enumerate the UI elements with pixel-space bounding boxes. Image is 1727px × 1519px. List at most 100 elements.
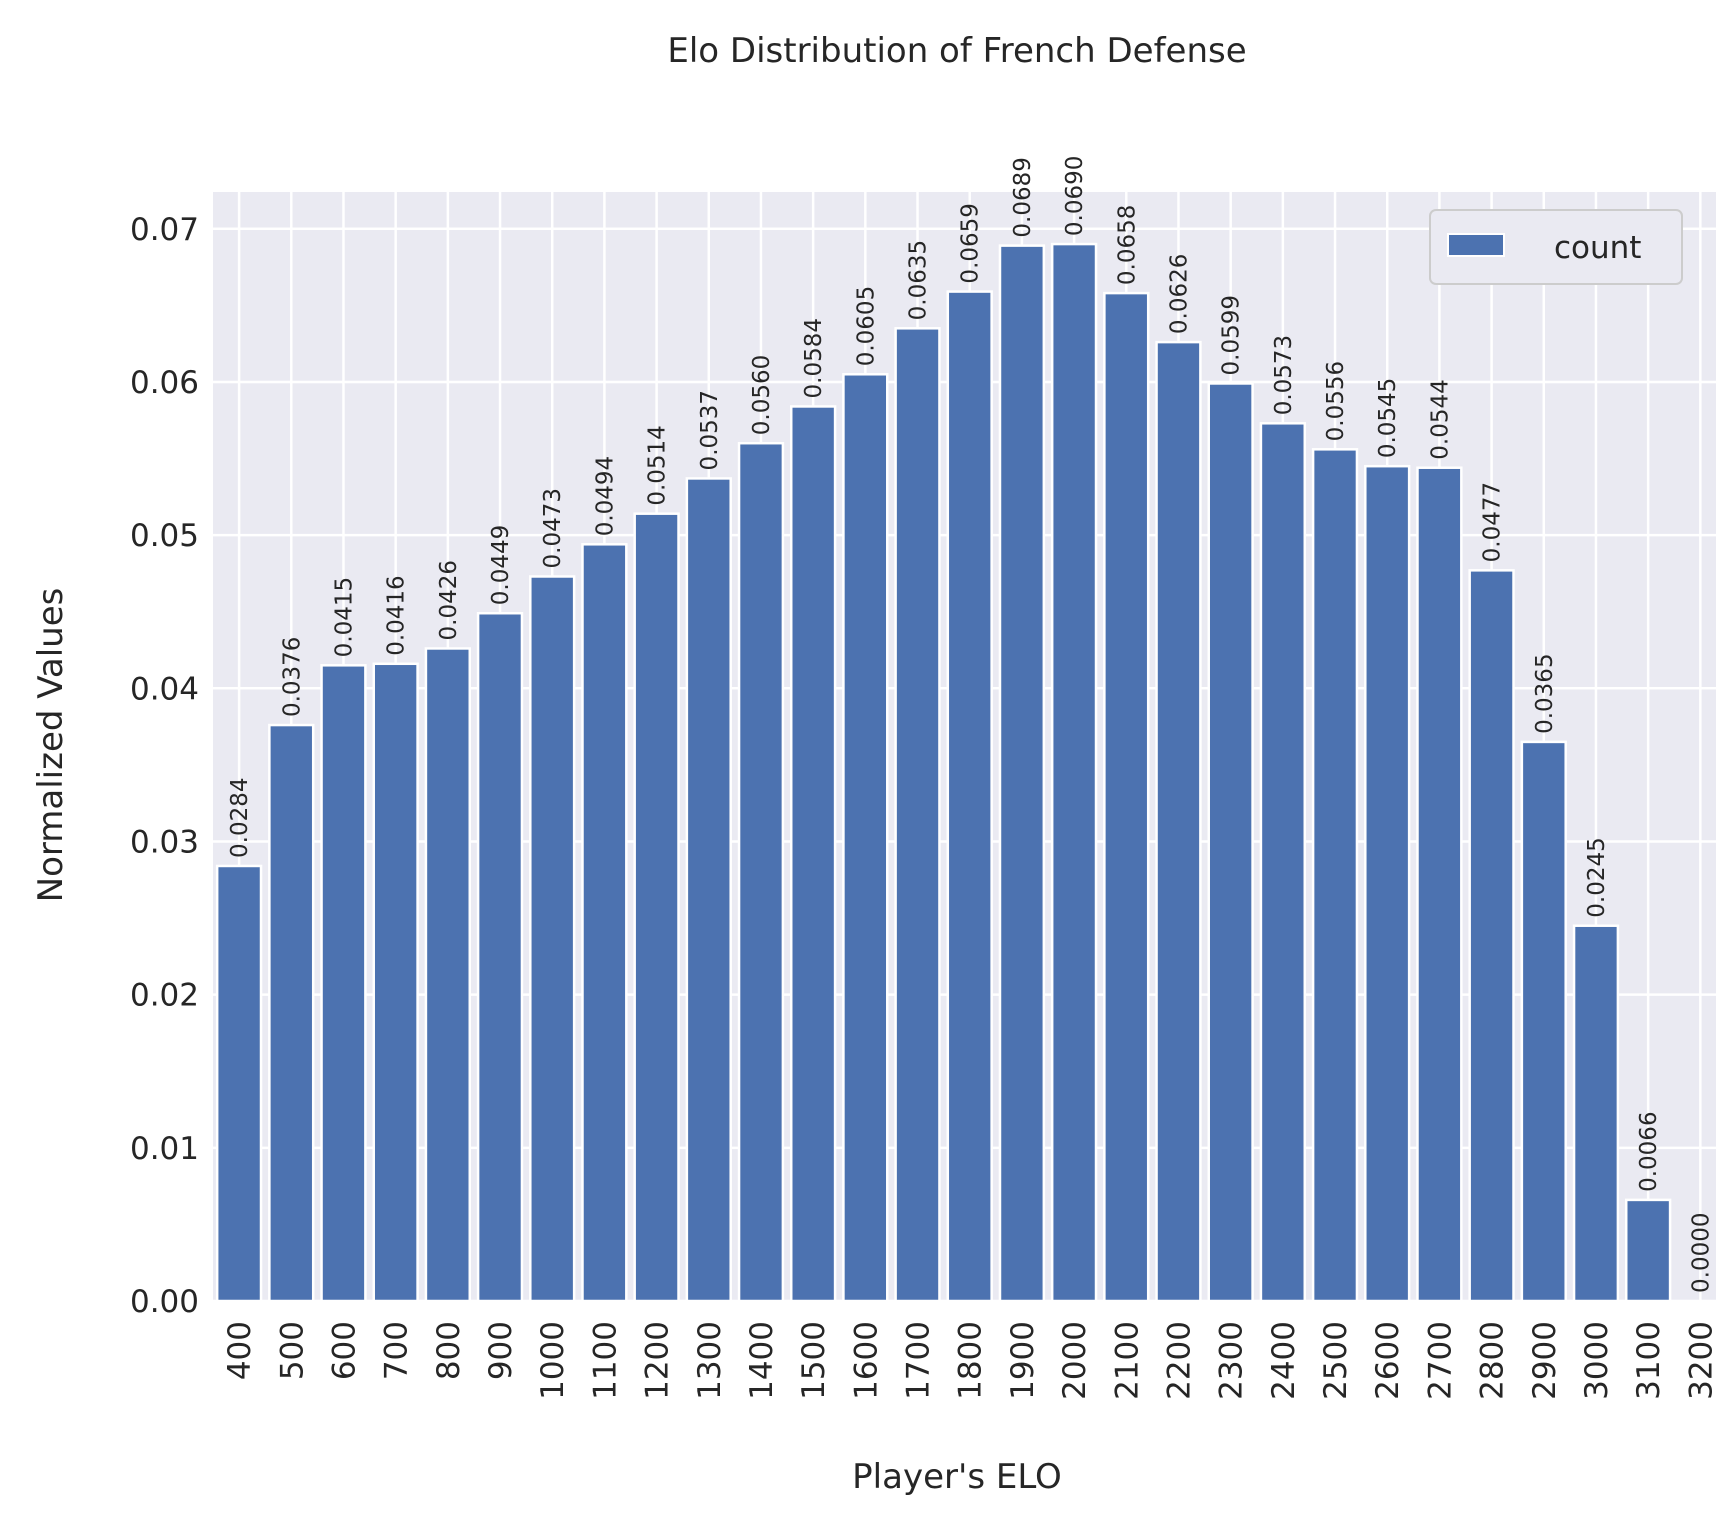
data-label: 0.0626 — [1166, 254, 1192, 334]
x-tick-label: 2700 — [1422, 1321, 1458, 1400]
bar — [946, 290, 993, 1303]
data-label: 0.0245 — [1584, 837, 1610, 917]
data-label: 0.0477 — [1480, 482, 1506, 562]
x-tick-label: 500 — [274, 1321, 310, 1380]
x-tick-label: 2500 — [1318, 1321, 1354, 1400]
bar — [789, 405, 837, 1303]
data-label: 0.0690 — [1062, 156, 1088, 236]
data-label: 0.0659 — [958, 203, 984, 283]
x-axis-label: Player's ELO — [852, 1457, 1062, 1497]
legend-label: count — [1554, 230, 1641, 266]
bar — [998, 244, 1046, 1303]
bar — [1207, 382, 1254, 1303]
x-tick-label: 3000 — [1579, 1321, 1615, 1400]
data-label: 0.0605 — [853, 286, 879, 366]
data-label: 0.0658 — [1114, 205, 1140, 285]
chart-title: Elo Distribution of French Defense — [667, 31, 1246, 71]
x-tick-label: 2800 — [1475, 1321, 1511, 1400]
bar — [1259, 422, 1307, 1303]
bar — [1050, 242, 1098, 1303]
x-tick-label: 2300 — [1214, 1321, 1250, 1400]
bar — [1624, 1198, 1672, 1303]
bar — [1364, 464, 1411, 1303]
data-label: 0.0416 — [384, 575, 410, 655]
bar — [685, 477, 732, 1303]
data-label: 0.0365 — [1532, 653, 1558, 733]
x-tick-label: 2000 — [1057, 1321, 1093, 1400]
bar — [476, 611, 524, 1303]
data-label: 0.0284 — [227, 777, 253, 857]
bar — [581, 543, 628, 1303]
x-tick-label: 3100 — [1631, 1321, 1667, 1400]
x-tick-label: 2200 — [1161, 1321, 1197, 1400]
x-tick-label: 1900 — [1005, 1321, 1041, 1400]
data-label: 0.0066 — [1636, 1111, 1662, 1191]
y-tick-label: 0.02 — [130, 978, 199, 1014]
bar — [633, 512, 680, 1303]
x-tick-label: 2100 — [1109, 1321, 1145, 1400]
y-tick-label: 0.04 — [130, 671, 199, 707]
data-label: 0.0556 — [1323, 361, 1349, 441]
x-tick-label: 2900 — [1527, 1321, 1563, 1400]
x-tick-label: 2400 — [1266, 1321, 1302, 1400]
bar — [1572, 924, 1620, 1303]
data-label: 0.0689 — [1010, 157, 1036, 237]
x-tick-label: 1300 — [692, 1321, 728, 1400]
data-label: 0.0449 — [488, 525, 514, 605]
y-axis-label: Normalized Values — [31, 588, 71, 903]
y-tick-label: 0.00 — [130, 1284, 199, 1320]
data-label: 0.0573 — [1271, 335, 1297, 415]
x-tick-label: 2600 — [1370, 1321, 1406, 1400]
x-tick-label: 800 — [431, 1321, 467, 1380]
bar — [372, 662, 419, 1303]
x-tick-label: 1400 — [744, 1321, 780, 1400]
x-tick-label: 1000 — [535, 1321, 571, 1400]
y-tick-label: 0.03 — [130, 824, 199, 860]
x-tick-label: 3200 — [1683, 1321, 1719, 1400]
bar — [737, 441, 785, 1303]
legend-swatch — [1447, 233, 1505, 257]
y-tick-label: 0.07 — [130, 212, 199, 248]
x-tick-label: 400 — [222, 1321, 258, 1380]
x-tick-label: 1800 — [953, 1321, 989, 1400]
bar — [1155, 340, 1202, 1303]
data-label: 0.0584 — [801, 318, 827, 398]
bar — [320, 664, 367, 1303]
data-label: 0.0000 — [1688, 1213, 1714, 1293]
x-tick-label: 1100 — [587, 1321, 623, 1400]
bar — [1311, 448, 1359, 1303]
bar — [268, 723, 315, 1303]
bar — [842, 373, 889, 1303]
data-label: 0.0599 — [1219, 295, 1245, 375]
x-tick-label: 600 — [326, 1321, 362, 1380]
x-tick-label: 700 — [379, 1321, 415, 1380]
data-label: 0.0514 — [645, 425, 671, 505]
plot-area: 0.00 0.01 0.02 0.03 0.04 0.05 0.06 0.07 0.0284 40… — [130, 156, 1719, 1400]
data-label: 0.0494 — [592, 456, 618, 536]
data-label: 0.0635 — [906, 240, 932, 320]
bar — [529, 575, 576, 1303]
x-tick-label: 1500 — [796, 1321, 832, 1400]
y-tick-label: 0.01 — [130, 1131, 199, 1167]
x-tick-label: 1700 — [901, 1321, 937, 1400]
legend: count — [1429, 209, 1683, 285]
bar — [894, 327, 941, 1303]
bar — [424, 647, 472, 1303]
data-label: 0.0426 — [436, 560, 462, 640]
legend-box — [1429, 209, 1683, 285]
data-label: 0.0544 — [1427, 379, 1453, 459]
bar — [1416, 466, 1463, 1303]
bar — [1468, 569, 1515, 1303]
data-label: 0.0560 — [749, 355, 775, 435]
data-label: 0.0537 — [697, 390, 723, 470]
data-label: 0.0415 — [331, 577, 357, 657]
bar — [1103, 291, 1150, 1303]
bar — [1520, 740, 1567, 1303]
x-tick-label: 1200 — [640, 1321, 676, 1400]
bar — [215, 864, 263, 1303]
y-tick-label: 0.06 — [130, 365, 199, 401]
data-label: 0.0376 — [279, 637, 305, 717]
data-label: 0.0473 — [540, 488, 566, 568]
x-tick-label: 1600 — [848, 1321, 884, 1400]
